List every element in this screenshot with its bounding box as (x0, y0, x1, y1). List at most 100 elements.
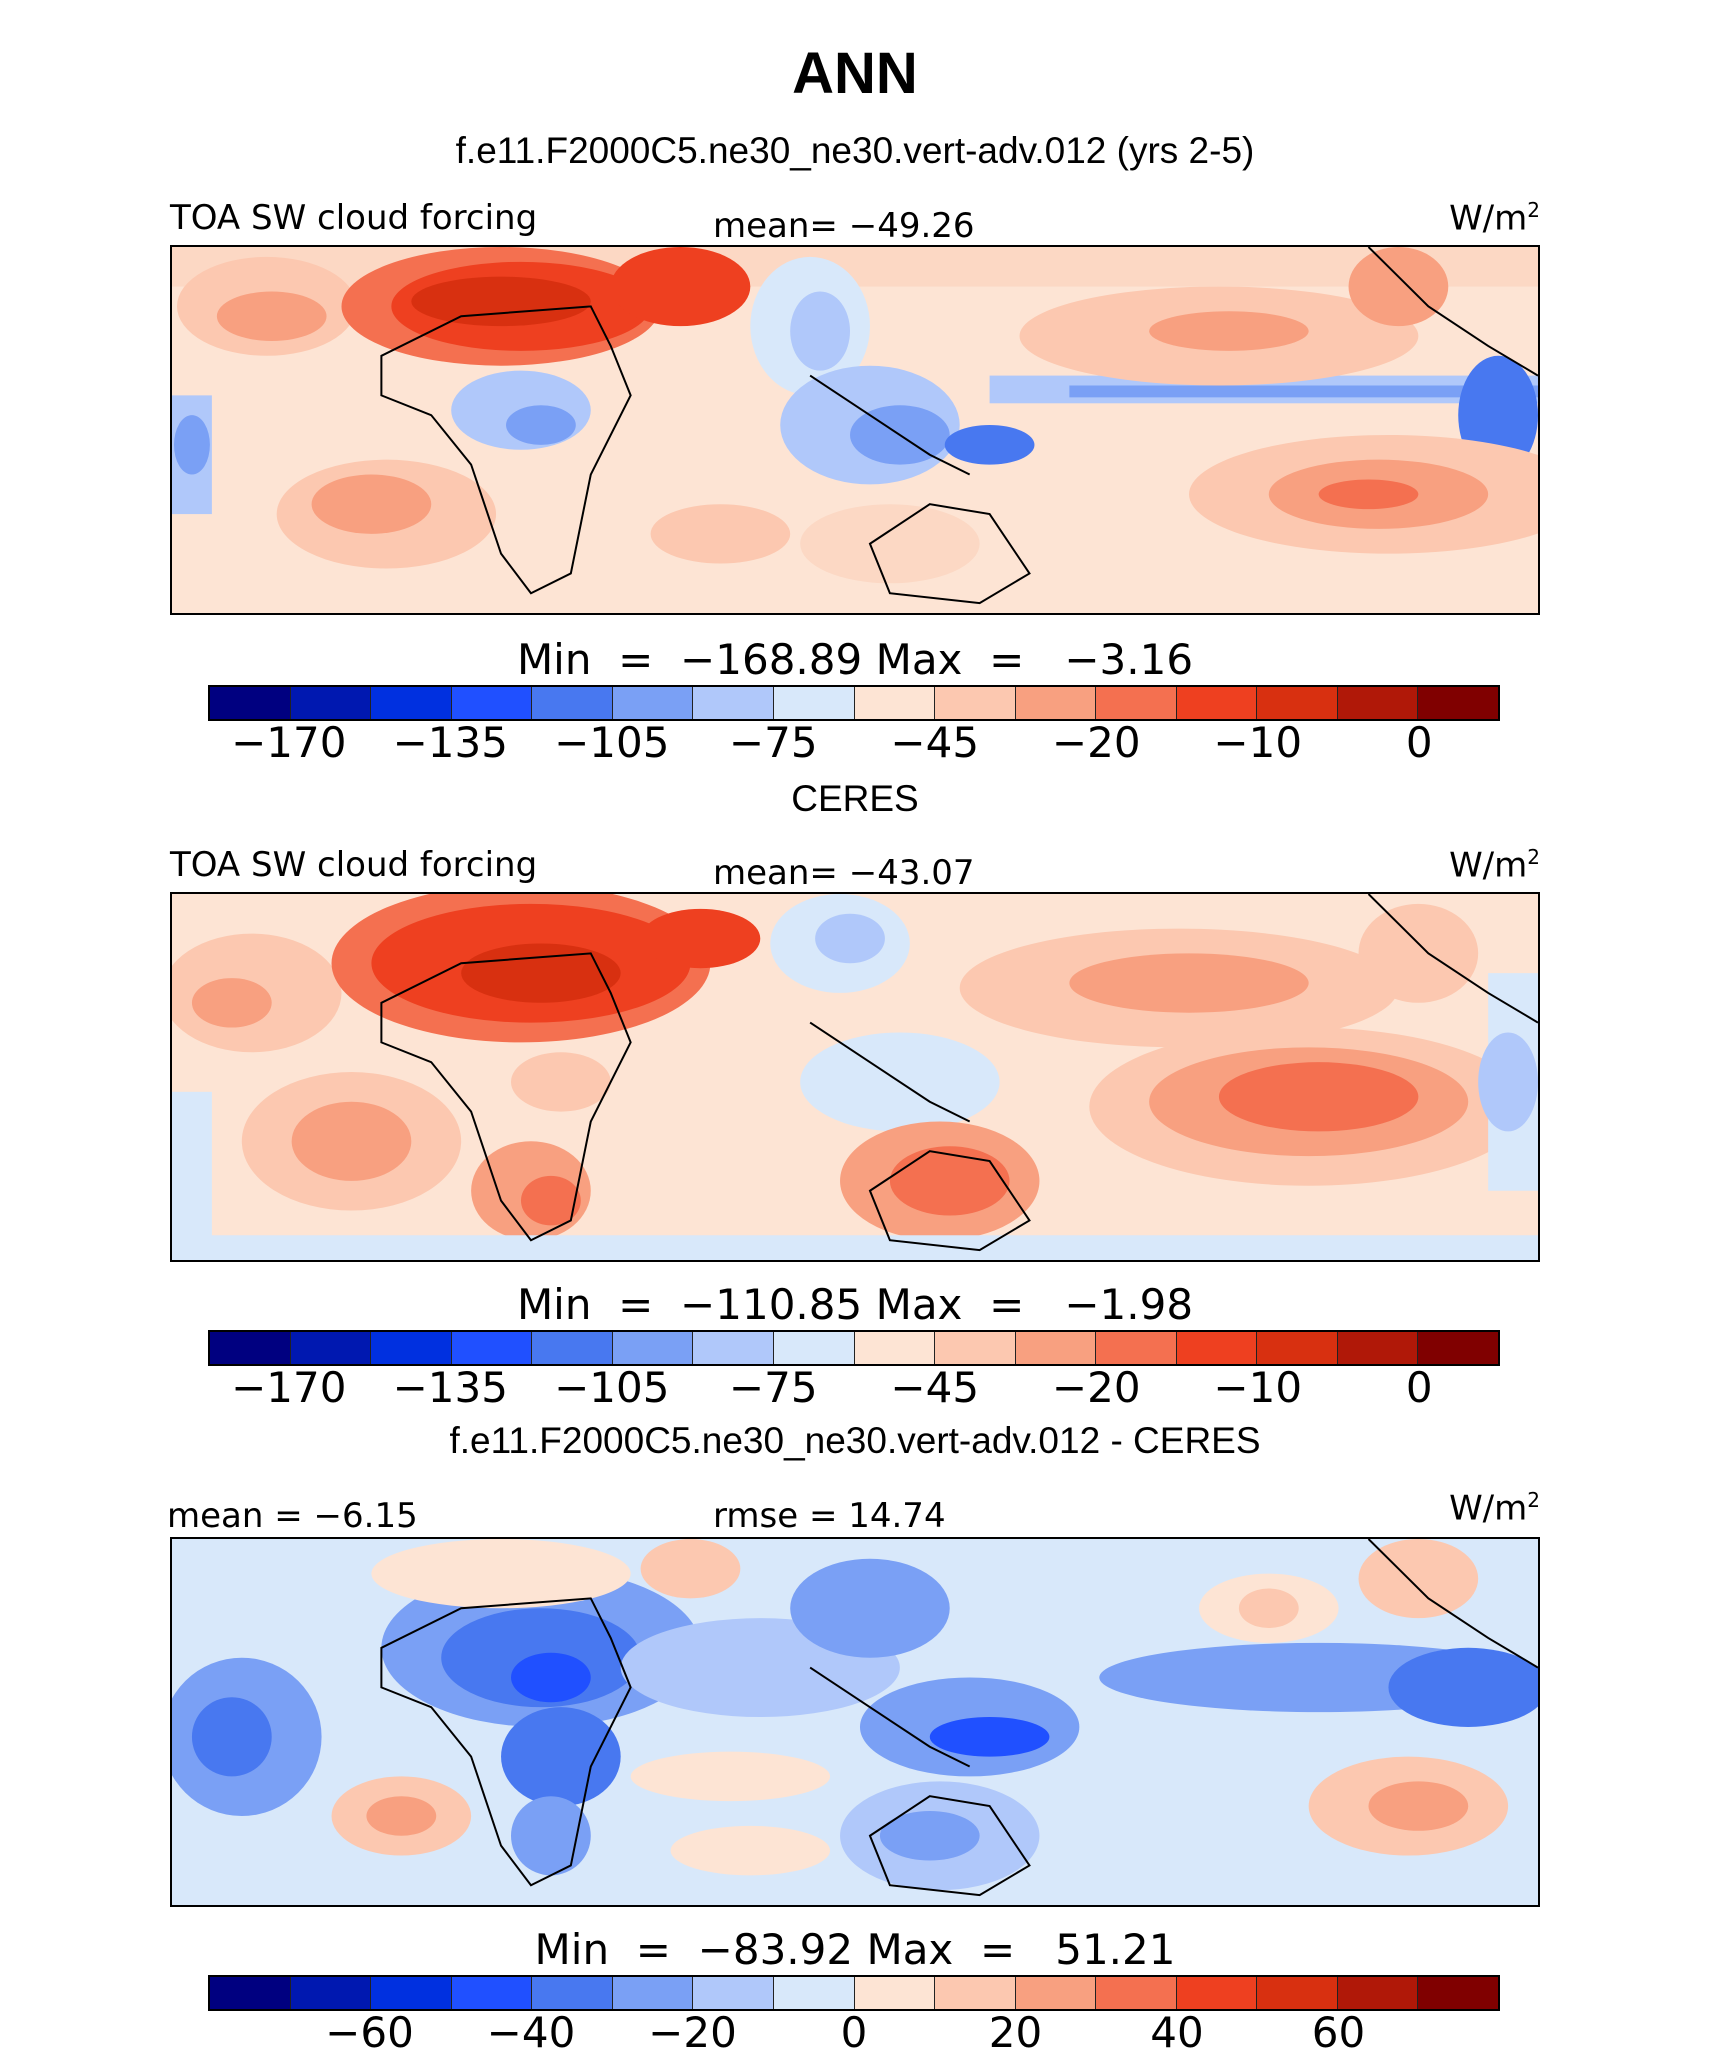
colorbar-swatch (1418, 1332, 1498, 1364)
colorbar-swatch (1096, 687, 1177, 719)
colorbar-swatch (371, 687, 452, 719)
colorbar-swatch (451, 1977, 533, 2009)
colorbar-tick-label: −105 (554, 1363, 670, 1412)
colorbar-swatch (1257, 1977, 1338, 2009)
colorbar-swatch (773, 687, 855, 719)
panel-1-contour-field (172, 247, 1538, 613)
colorbar-tick-label: −20 (1051, 1363, 1141, 1412)
colorbar-swatch (1015, 1332, 1097, 1364)
panel-1-colorbar (208, 685, 1500, 721)
panel-1-units: W/m2 (1449, 198, 1540, 239)
colorbar-swatch (612, 687, 694, 719)
panel-2-variable-label: TOA SW cloud forcing (170, 845, 538, 885)
colorbar-swatch (1176, 1332, 1258, 1364)
colorbar-swatch (854, 1977, 936, 2009)
panel-3-colorbar-ticks: −60 −40 −20 0 20 40 60 (208, 2008, 1500, 2057)
panel-3-contour-field (172, 1539, 1538, 1905)
panel-3-rmse-label: rmse = 14.74 (713, 1496, 946, 1536)
panel-3-colorbar (208, 1975, 1500, 2011)
colorbar-swatch (1337, 1332, 1419, 1364)
colorbar-tick-label: −75 (728, 1363, 818, 1412)
colorbar-tick-label: 60 (1311, 2008, 1366, 2057)
colorbar-swatch (1257, 687, 1338, 719)
colorbar-tick-label: −170 (231, 1363, 347, 1412)
panel-2-colorbar (208, 1330, 1500, 1366)
colorbar-swatch (210, 1332, 291, 1364)
colorbar-swatch (210, 687, 291, 719)
colorbar-swatch (532, 1332, 613, 1364)
panel-2-minmax: Min = −110.85 Max = −1.98 (0, 1280, 1710, 1329)
colorbar-swatch (371, 1977, 452, 2009)
colorbar-swatch (532, 1977, 613, 2009)
panel-3-heading: f.e11.F2000C5.ne30_ne30.vert-adv.012 - C… (449, 1420, 1261, 1461)
colorbar-tick-label: −135 (392, 718, 508, 767)
colorbar-swatch (854, 1332, 936, 1364)
panel-3-mean-label: mean = −6.15 (167, 1496, 418, 1536)
panel-1-max-label: Max = −3.16 (875, 635, 1194, 684)
panel-1-map (170, 245, 1540, 615)
colorbar-tick-label: −10 (1213, 1363, 1303, 1412)
colorbar-swatch (1337, 1977, 1419, 2009)
colorbar-swatch (612, 1977, 694, 2009)
panel-3-units: W/m2 (1449, 1488, 1540, 1529)
colorbar-swatch (451, 687, 533, 719)
panel-3-map (170, 1537, 1540, 1907)
colorbar-tick-label: −135 (392, 1363, 508, 1412)
colorbar-swatch (773, 1977, 855, 2009)
colorbar-swatch (532, 687, 613, 719)
colorbar-swatch (1257, 1332, 1338, 1364)
colorbar-swatch (1176, 687, 1258, 719)
page-title: ANN (792, 41, 918, 106)
colorbar-swatch (1418, 1977, 1498, 2009)
panel-2-heading: CERES (791, 778, 919, 819)
colorbar-swatch (854, 687, 936, 719)
panel-1-mean-label: mean= −49.26 (713, 206, 975, 246)
colorbar-tick-label: −40 (486, 2008, 576, 2057)
colorbar-swatch (693, 687, 774, 719)
colorbar-swatch (1096, 1332, 1177, 1364)
colorbar-swatch (451, 1332, 533, 1364)
panel-1-heading: f.e11.F2000C5.ne30_ne30.vert-adv.012 (yr… (455, 130, 1255, 171)
colorbar-tick-label: −20 (648, 2008, 737, 2057)
colorbar-swatch (1337, 687, 1419, 719)
colorbar-swatch (693, 1332, 774, 1364)
panel-2-min-label: Min = −110.85 (516, 1280, 863, 1329)
colorbar-tick-label: −170 (231, 718, 347, 767)
panel-1-colorbar-ticks: −170 −135 −105 −75 −45 −20 −10 0 (208, 718, 1500, 767)
colorbar-swatch (1176, 1977, 1258, 2009)
colorbar-swatch (935, 687, 1016, 719)
colorbar-tick-label: −75 (728, 718, 818, 767)
panel-2-colorbar-ticks: −170 −135 −105 −75 −45 −20 −10 0 (208, 1363, 1500, 1412)
colorbar-swatch (693, 1977, 774, 2009)
colorbar-swatch (1015, 1977, 1097, 2009)
colorbar-tick-label: 40 (1150, 2008, 1204, 2057)
colorbar-swatch (773, 1332, 855, 1364)
panel-2-max-label: Max = −1.98 (875, 1280, 1194, 1329)
colorbar-tick-label: −10 (1213, 718, 1303, 767)
colorbar-swatch (935, 1332, 1016, 1364)
panel-2-map (170, 892, 1540, 1262)
colorbar-tick-label: −45 (890, 718, 980, 767)
colorbar-tick-label: 0 (1405, 718, 1433, 767)
colorbar-tick-label: −60 (325, 2008, 414, 2057)
colorbar-swatch (210, 1977, 291, 2009)
colorbar-tick-label: 20 (988, 2008, 1043, 2057)
panel-2-units: W/m2 (1449, 845, 1540, 886)
colorbar-swatch (290, 1977, 372, 2009)
panel-3-max-label: Max = 51.21 (866, 1925, 1176, 1974)
colorbar-tick-label: −20 (1051, 718, 1141, 767)
colorbar-tick-label: 0 (1405, 1363, 1433, 1412)
colorbar-swatch (1096, 1977, 1177, 2009)
panel-3-minmax: Min = −83.92 Max = 51.21 (0, 1925, 1710, 1974)
colorbar-swatch (1015, 687, 1097, 719)
panel-2-contour-field (172, 894, 1538, 1260)
colorbar-tick-label: 0 (840, 2008, 868, 2057)
panel-3-min-label: Min = −83.92 (534, 1925, 854, 1974)
colorbar-swatch (935, 1977, 1016, 2009)
panel-2-mean-label: mean= −43.07 (713, 853, 975, 893)
colorbar-tick-label: −45 (890, 1363, 980, 1412)
colorbar-swatch (290, 687, 372, 719)
panel-1-variable-label: TOA SW cloud forcing (170, 198, 538, 238)
colorbar-swatch (1418, 687, 1498, 719)
colorbar-swatch (612, 1332, 694, 1364)
